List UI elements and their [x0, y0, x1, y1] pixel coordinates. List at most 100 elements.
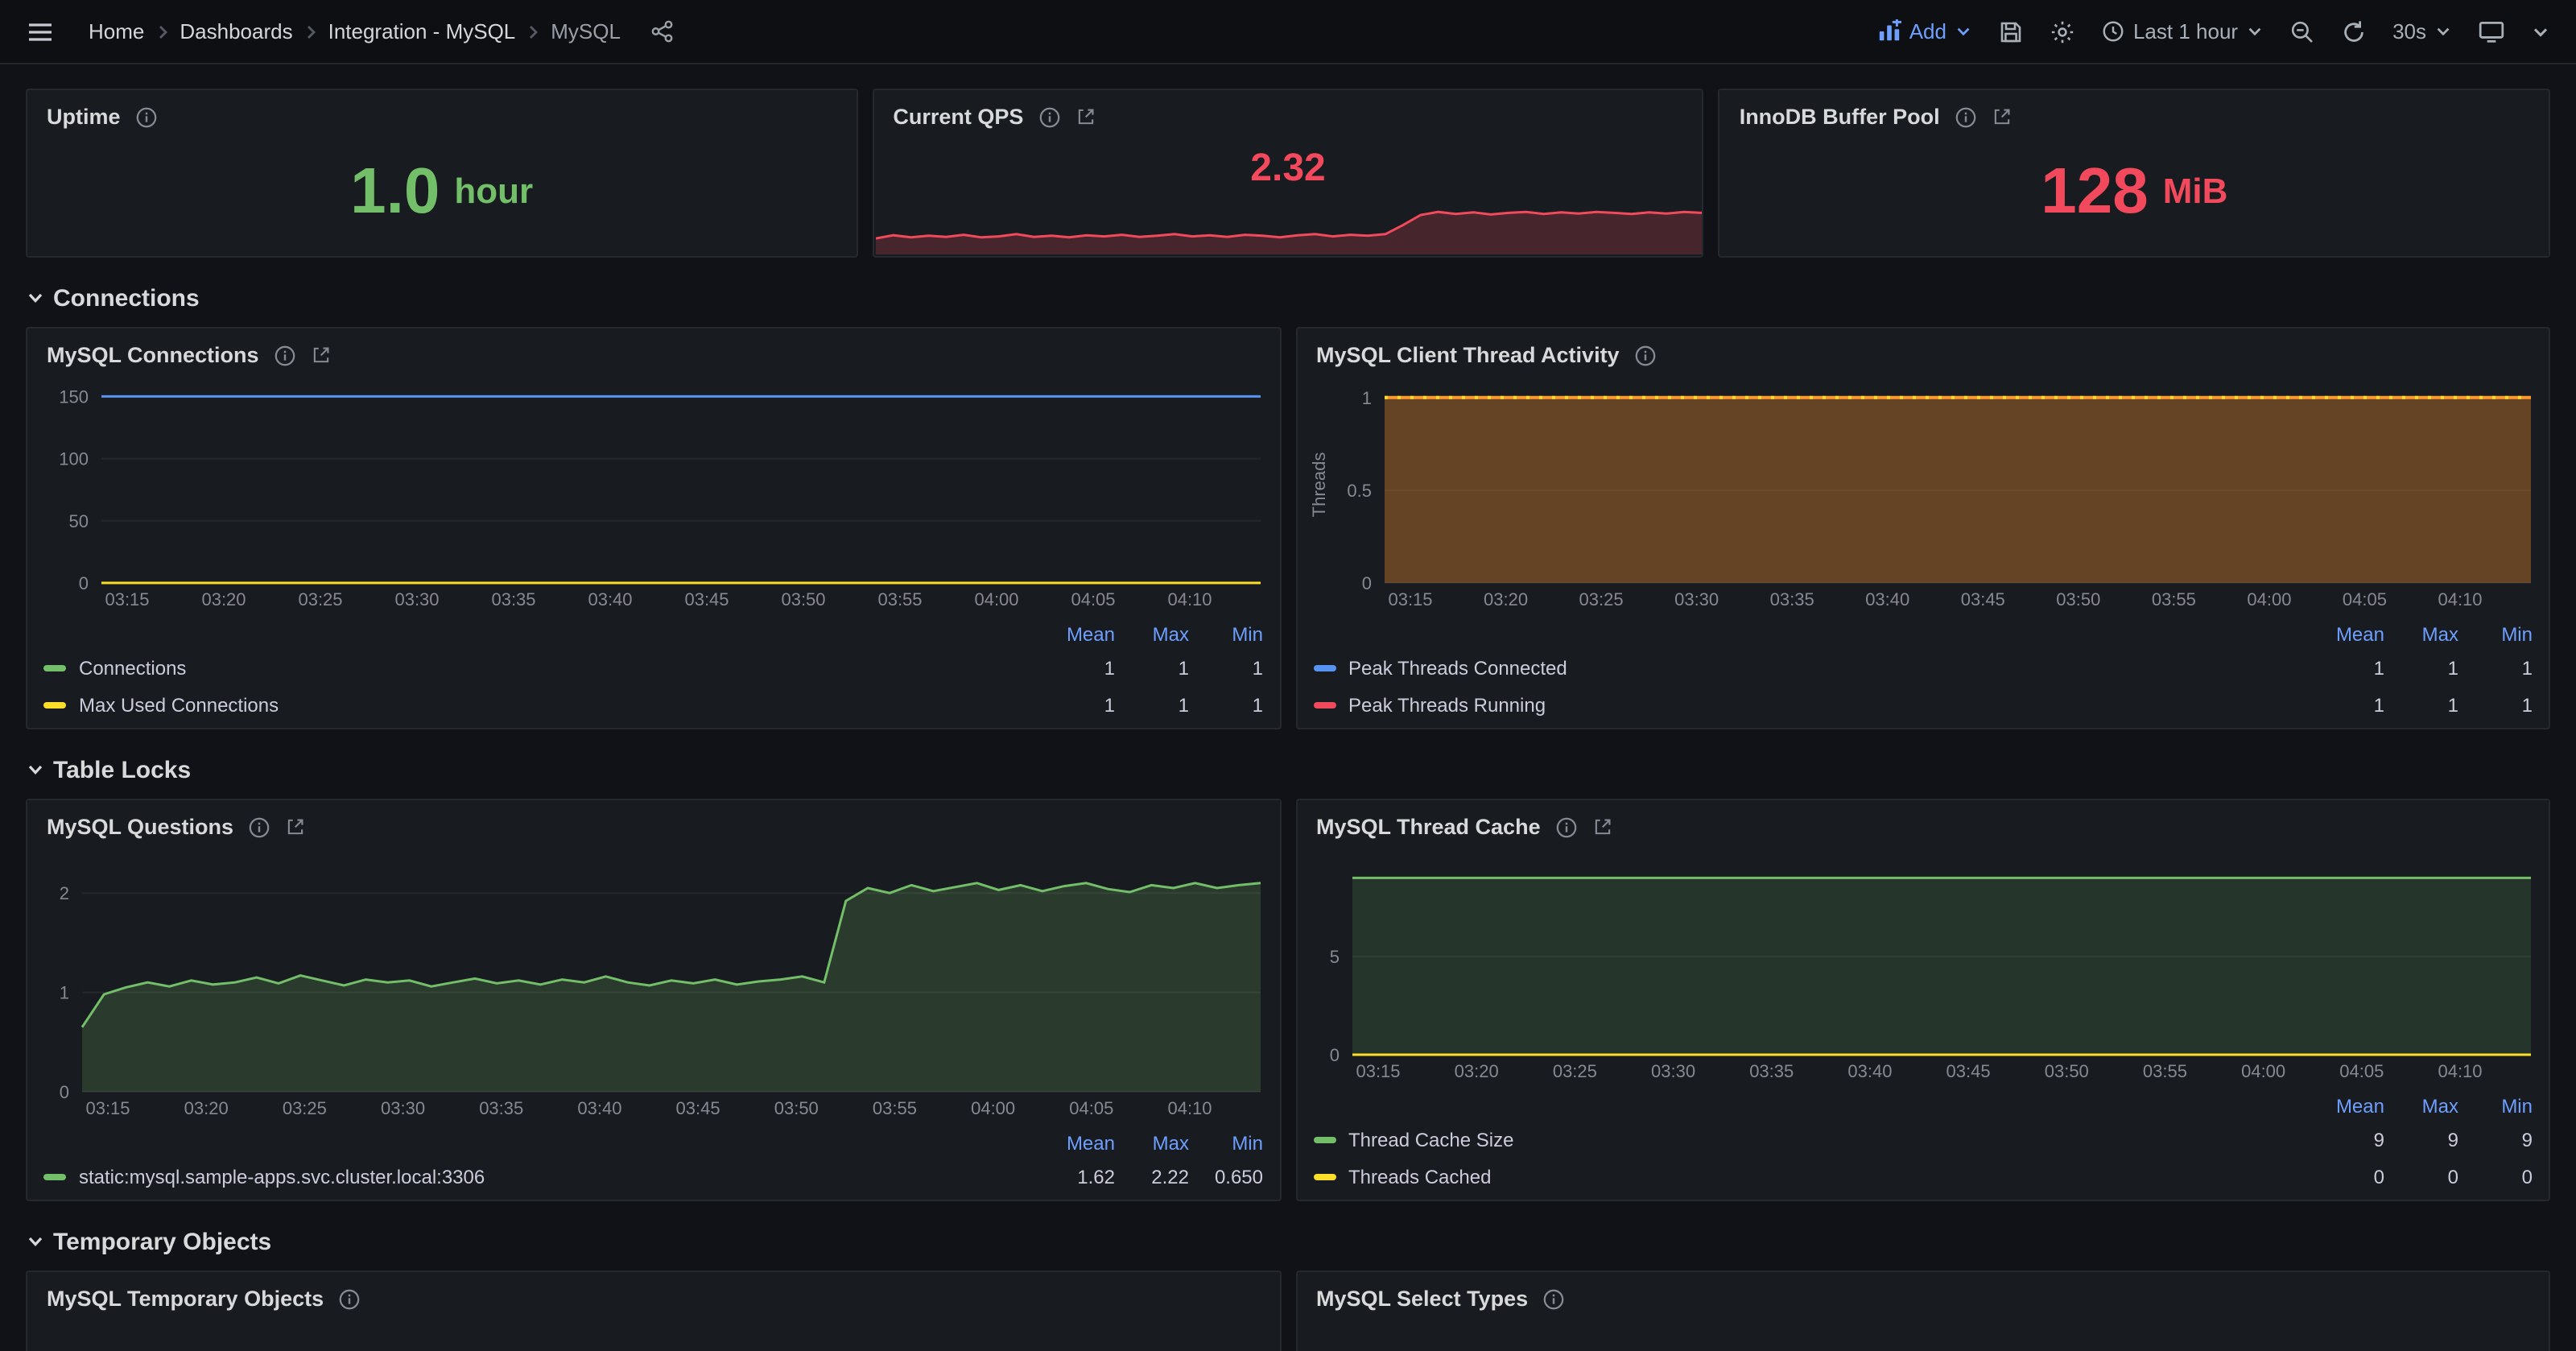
external-link-icon[interactable] — [1992, 106, 2013, 127]
info-icon[interactable] — [338, 1287, 361, 1310]
svg-text:03:30: 03:30 — [1650, 1061, 1695, 1081]
panel-mysql-client-thread-activity: MySQL Client Thread Activity 00.5103:150… — [1295, 327, 2550, 729]
panel-add-icon — [1877, 19, 1901, 43]
panel-title[interactable]: MySQL Connections — [47, 343, 259, 367]
legend-col-mean[interactable]: Mean — [2310, 623, 2384, 646]
legend-col-max[interactable]: Max — [1115, 623, 1189, 646]
legend-col-max[interactable]: Max — [2384, 1095, 2458, 1118]
top-nav: Home Dashboards Integration - MySQL MySQ… — [0, 0, 2576, 64]
svg-text:03:35: 03:35 — [479, 1098, 523, 1118]
legend-row: Thread Cache Size 9 9 9 — [1313, 1121, 2533, 1158]
legend-series[interactable]: Peak Threads Running — [1313, 693, 2310, 716]
legend-mean: 9 — [2310, 1128, 2384, 1151]
legend-row: static:mysql.sample-apps.svc.cluster.loc… — [43, 1158, 1263, 1195]
refresh-icon[interactable] — [2341, 19, 2367, 44]
info-icon[interactable] — [248, 816, 270, 838]
tv-mode-icon[interactable] — [2478, 18, 2505, 45]
external-link-icon[interactable] — [285, 816, 306, 837]
series-label: Max Used Connections — [79, 693, 279, 716]
panel-mysql-temporary-objects: MySQL Temporary Objects — [26, 1270, 1281, 1351]
dashboard-settings-icon[interactable] — [2050, 19, 2075, 44]
panel-title[interactable]: MySQL Temporary Objects — [47, 1287, 324, 1311]
hamburger-menu-icon[interactable] — [26, 17, 55, 46]
panel-current-qps: Current QPS 2.32 — [872, 89, 1703, 258]
series-label: Thread Cache Size — [1348, 1128, 1513, 1151]
panel-title[interactable]: MySQL Select Types — [1316, 1287, 1528, 1311]
breadcrumb-integration-mysql[interactable]: Integration - MySQL — [320, 19, 524, 43]
stat-value: 128 MiB — [1720, 135, 2549, 256]
panel-title[interactable]: Uptime — [47, 105, 121, 129]
thread-activity-chart[interactable]: 00.5103:1503:2003:2503:3003:3503:4003:45… — [1307, 377, 2539, 620]
legend: Mean Max Min Peak Threads Connected 1 1 … — [1297, 620, 2549, 729]
legend-series[interactable]: Threads Cached — [1313, 1165, 2310, 1188]
share-icon[interactable] — [651, 19, 675, 43]
series-label: Peak Threads Connected — [1348, 656, 1567, 679]
refresh-interval-label: 30s — [2392, 19, 2426, 43]
legend-min: 1 — [1189, 693, 1263, 716]
breadcrumb-dashboards[interactable]: Dashboards — [171, 19, 300, 43]
zoom-out-icon[interactable] — [2289, 19, 2315, 44]
legend-col-min[interactable]: Min — [2458, 623, 2533, 646]
section-row-temporary-objects[interactable]: Temporary Objects — [26, 1221, 2550, 1262]
save-dashboard-icon[interactable] — [1998, 19, 2024, 44]
questions-chart[interactable]: 01203:1503:2003:2503:3003:3503:4003:4503… — [37, 849, 1269, 1129]
legend-col-max[interactable]: Max — [1115, 1132, 1189, 1155]
series-label: static:mysql.sample-apps.svc.cluster.loc… — [79, 1165, 485, 1188]
panel-mysql-connections: MySQL Connections 05010015003:1503:2003:… — [26, 327, 1281, 729]
legend-series[interactable]: static:mysql.sample-apps.svc.cluster.loc… — [43, 1165, 1041, 1188]
external-link-icon[interactable] — [1075, 106, 1096, 127]
info-icon[interactable] — [1542, 1287, 1565, 1310]
legend-series[interactable]: Peak Threads Connected — [1313, 656, 2310, 679]
series-color-marker — [1313, 1136, 1335, 1142]
svg-text:03:40: 03:40 — [1847, 1061, 1891, 1081]
info-icon[interactable] — [1038, 105, 1060, 128]
thread-cache-chart[interactable]: 0503:1503:2003:2503:3003:3503:4003:4503:… — [1307, 849, 2539, 1092]
breadcrumb-home[interactable]: Home — [80, 19, 152, 43]
panel-title[interactable]: MySQL Thread Cache — [1316, 815, 1541, 839]
legend-col-min[interactable]: Min — [2458, 1095, 2533, 1118]
legend-series[interactable]: Connections — [43, 656, 1041, 679]
chevron-down-icon[interactable] — [2531, 22, 2550, 41]
add-panel-button[interactable]: Add — [1877, 19, 1972, 43]
legend-col-mean[interactable]: Mean — [1041, 1132, 1115, 1155]
info-icon[interactable] — [274, 344, 296, 366]
legend-row: Peak Threads Connected 1 1 1 — [1313, 649, 2533, 686]
panel-title[interactable]: MySQL Client Thread Activity — [1316, 343, 1620, 367]
svg-text:100: 100 — [59, 449, 89, 469]
info-icon[interactable] — [1634, 344, 1657, 366]
qps-value: 2.32 — [873, 147, 1702, 192]
time-range-picker[interactable]: Last 1 hour — [2101, 19, 2264, 43]
info-icon[interactable] — [1555, 816, 1578, 838]
legend-col-min[interactable]: Min — [1189, 623, 1263, 646]
legend-mean: 1 — [2310, 693, 2384, 716]
legend-col-mean[interactable]: Mean — [1041, 623, 1115, 646]
refresh-interval-dropdown[interactable]: 30s — [2392, 19, 2452, 43]
legend-series[interactable]: Thread Cache Size — [1313, 1128, 2310, 1151]
external-link-icon[interactable] — [1592, 816, 1613, 837]
legend-col-mean[interactable]: Mean — [2310, 1095, 2384, 1118]
section-row-table-locks[interactable]: Table Locks — [26, 749, 2550, 791]
external-link-icon[interactable] — [311, 345, 332, 366]
panel-title[interactable]: InnoDB Buffer Pool — [1740, 105, 1940, 129]
panel-title[interactable]: Current QPS — [893, 105, 1023, 129]
section-row-connections[interactable]: Connections — [26, 277, 2550, 319]
legend-col-min[interactable]: Min — [1189, 1132, 1263, 1155]
legend-row: Peak Threads Running 1 1 1 — [1313, 686, 2533, 723]
innodb-value: 128 — [2041, 159, 2149, 223]
info-icon[interactable] — [1955, 105, 1977, 128]
legend: Mean Max Min Thread Cache Size 9 9 9 — [1297, 1092, 2549, 1201]
breadcrumb: Home Dashboards Integration - MySQL MySQ… — [80, 19, 629, 43]
connections-chart[interactable]: 05010015003:1503:2003:2503:3003:3503:400… — [37, 377, 1269, 620]
clock-icon — [2101, 19, 2125, 43]
uptime-value: 1.0 — [350, 159, 440, 223]
legend-mean: 1 — [1041, 693, 1115, 716]
section-title: Table Locks — [53, 756, 191, 783]
info-icon[interactable] — [135, 105, 158, 128]
panel-title[interactable]: MySQL Questions — [47, 815, 233, 839]
legend-series[interactable]: Max Used Connections — [43, 693, 1041, 716]
legend-mean: 1 — [1041, 656, 1115, 679]
legend-col-max[interactable]: Max — [2384, 623, 2458, 646]
svg-text:03:40: 03:40 — [588, 589, 632, 609]
legend-max: 1 — [1115, 656, 1189, 679]
panel-innodb-buffer-pool: InnoDB Buffer Pool 128 MiB — [1719, 89, 2550, 258]
